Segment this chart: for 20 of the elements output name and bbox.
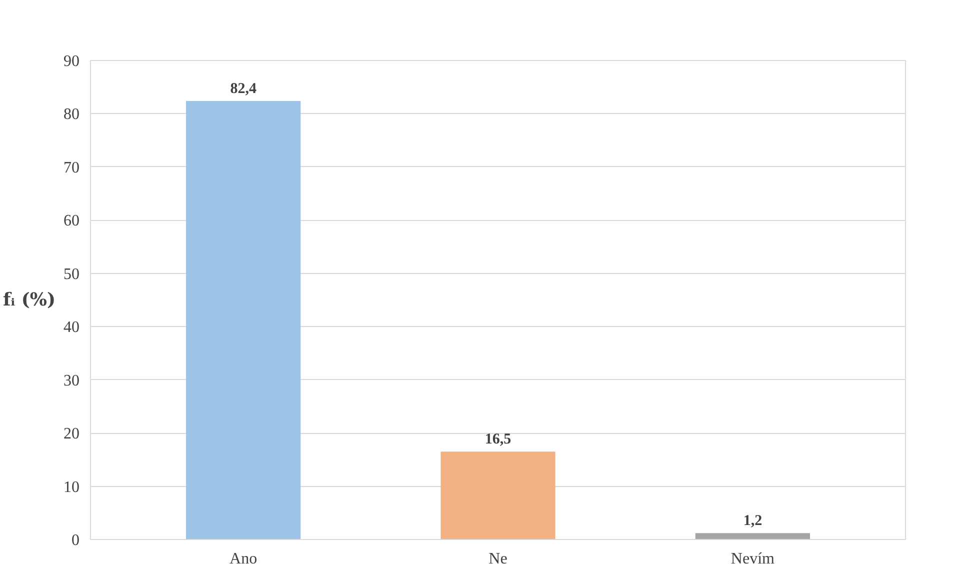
- y-tick-label: 30: [64, 372, 80, 390]
- x-tick-label: Ne: [488, 550, 508, 568]
- y-tick-label: 0: [72, 532, 80, 549]
- y-tick-label: 70: [64, 159, 80, 176]
- y-tick-label: 20: [64, 426, 80, 443]
- data-label: 1,2: [743, 513, 762, 530]
- y-tick-label: 40: [64, 319, 80, 336]
- data-label: 82,4: [230, 80, 257, 97]
- y-axis-title: fᵢ (%): [3, 290, 56, 310]
- x-tick-label: Ano: [230, 550, 258, 568]
- bar: [695, 533, 810, 540]
- y-tick-label: 10: [64, 478, 80, 496]
- y-tick-label: 80: [64, 106, 80, 124]
- y-tick-label: 60: [64, 212, 80, 230]
- x-tick-label: Nevím: [730, 550, 776, 568]
- y-tick-label: 90: [64, 53, 80, 70]
- bar: [186, 100, 301, 540]
- data-label: 16,5: [484, 432, 512, 448]
- y-tick-label: 50: [64, 266, 80, 283]
- bar: [440, 452, 556, 540]
